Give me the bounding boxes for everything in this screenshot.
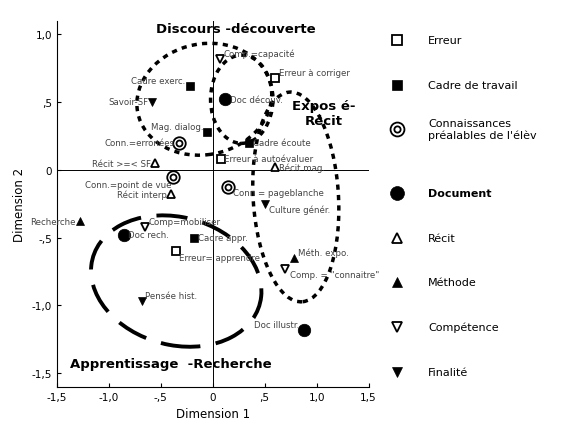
Text: Apprentissage  -Recherche: Apprentissage -Recherche: [70, 357, 272, 371]
Text: Comp. = "connaitre": Comp. = "connaitre": [290, 270, 379, 279]
Text: Récit: Récit: [428, 233, 456, 243]
Text: Conn.=erronées: Conn.=erronées: [104, 139, 174, 148]
Text: Connaissances
préalables de l'élèv: Connaissances préalables de l'élèv: [428, 119, 537, 141]
Y-axis label: Dimension 2: Dimension 2: [13, 167, 26, 241]
Text: Culture génér.: Culture génér.: [269, 205, 330, 215]
Text: Récit >=< SF: Récit >=< SF: [92, 159, 151, 168]
Text: Document: Document: [428, 189, 492, 199]
Text: Finalité: Finalité: [428, 367, 468, 377]
Text: Compétence: Compétence: [428, 322, 499, 332]
Text: Erreur= apprendre: Erreur= apprendre: [179, 254, 260, 263]
Text: Cadre exerc.: Cadre exerc.: [132, 77, 185, 86]
Text: Conn = pageblanche: Conn = pageblanche: [234, 189, 324, 198]
Text: Doc illustr.: Doc illustr.: [253, 320, 299, 329]
Text: Expos é-
Récit: Expos é- Récit: [292, 100, 356, 128]
Text: Cadre écoute: Cadre écoute: [253, 139, 311, 148]
Text: Récit mag.: Récit mag.: [279, 163, 325, 172]
Text: Doc découv.: Doc découv.: [230, 95, 283, 104]
Text: Savoir-SF: Savoir-SF: [108, 98, 148, 107]
Text: Récit interp: Récit interp: [117, 190, 167, 200]
Text: Comp.=capacité: Comp.=capacité: [223, 49, 295, 59]
Text: Pensée hist.: Pensée hist.: [145, 292, 197, 301]
Text: Erreur: Erreur: [428, 36, 463, 46]
Text: Erreur à corriger: Erreur à corriger: [279, 68, 350, 77]
Text: Erreur à autoévaluer: Erreur à autoévaluer: [224, 155, 313, 164]
Text: Méth. expo.: Méth. expo.: [298, 248, 349, 258]
Text: Cadre de travail: Cadre de travail: [428, 80, 518, 90]
X-axis label: Dimension 1: Dimension 1: [176, 407, 249, 421]
Text: Mag. dialog.: Mag. dialog.: [151, 123, 203, 132]
Text: Conn.=point de vue: Conn.=point de vue: [84, 181, 171, 190]
Text: Recherche: Recherche: [30, 217, 75, 226]
Text: Discours -découverte: Discours -découverte: [156, 23, 315, 36]
Text: Méthode: Méthode: [428, 278, 477, 288]
Text: Comp=mobiliser: Comp=mobiliser: [148, 217, 220, 226]
Text: Doc rech.: Doc rech.: [128, 231, 170, 240]
Text: Cadre appr.: Cadre appr.: [198, 233, 248, 243]
